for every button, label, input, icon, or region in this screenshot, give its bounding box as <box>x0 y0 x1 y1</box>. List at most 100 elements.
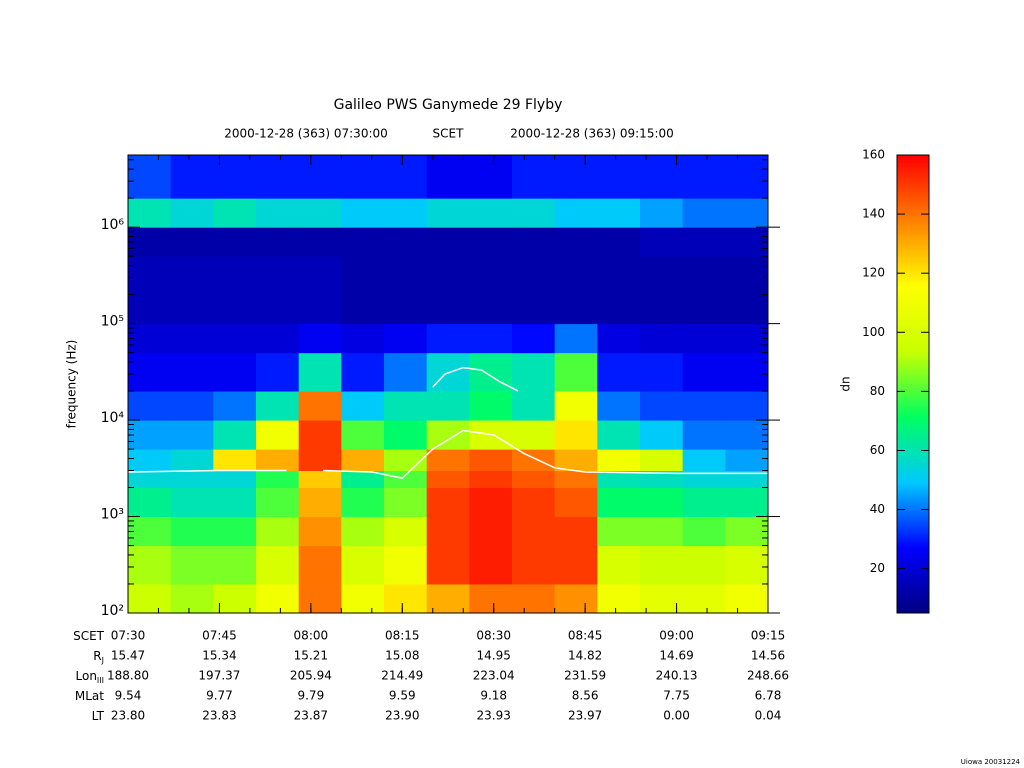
spectrogram-cell <box>469 227 513 257</box>
colorbar-swatch <box>897 155 929 158</box>
colorbar-swatch <box>897 228 929 231</box>
colorbar-swatch <box>897 292 929 296</box>
spectrogram-cell <box>512 155 556 199</box>
spectrogram-cell <box>512 449 556 472</box>
label-text: R <box>93 649 101 663</box>
colorbar-swatch <box>897 525 929 529</box>
colorbar-swatch <box>897 237 929 241</box>
colorbar-swatch <box>897 283 929 286</box>
spectrogram-cell <box>682 155 726 199</box>
spectrogram-cell <box>554 155 598 199</box>
spectrogram-cell <box>554 391 598 421</box>
colorbar-swatch <box>897 564 929 568</box>
spectrogram-cell <box>469 470 513 489</box>
spectrogram-cell <box>341 487 385 518</box>
ephemeris-value: 9.18 <box>480 689 507 703</box>
colorbar-swatch <box>897 393 929 396</box>
colorbar-swatch <box>897 193 929 197</box>
spectrogram-cell <box>341 391 385 421</box>
spectrogram-cell <box>213 155 257 199</box>
ephemeris-value: 214.49 <box>381 669 423 683</box>
spectrogram-cell <box>725 449 769 472</box>
spectrogram-cell <box>213 449 257 472</box>
colorbar-swatch <box>897 372 929 376</box>
spectrogram-cell <box>597 449 641 472</box>
spectrogram-cell <box>256 352 300 392</box>
colorbar-swatch <box>897 287 929 291</box>
spectrogram-cell <box>256 470 300 489</box>
spectrogram-cell <box>640 352 684 392</box>
colorbar-swatch <box>897 496 929 499</box>
spectrogram-cell <box>554 583 598 614</box>
colorbar-swatch <box>897 251 929 254</box>
spectrogram-cell <box>298 391 342 421</box>
colorbar-swatch <box>897 548 929 552</box>
spectrogram-cell <box>341 155 385 199</box>
ephemeris-value: 205.94 <box>290 669 332 683</box>
colorbar-swatch <box>897 592 929 596</box>
spectrogram-cell <box>426 198 470 228</box>
spectrogram-cell <box>170 352 214 392</box>
colorbar-swatch <box>897 308 929 312</box>
colorbar-swatch <box>897 310 929 314</box>
colorbar-swatch <box>897 610 929 614</box>
label-text: Lon <box>76 669 97 683</box>
spectrogram-cell <box>298 583 342 614</box>
spectrogram-cell <box>384 256 428 325</box>
ephemeris-value: 188.80 <box>107 669 149 683</box>
ephemeris-value: 9.79 <box>297 689 324 703</box>
spectrogram-cell <box>298 470 342 489</box>
colorbar-swatch <box>897 443 929 447</box>
colorbar-swatch <box>897 214 929 218</box>
spectrogram-cell <box>213 352 257 392</box>
spectrogram-cell <box>640 516 684 547</box>
colorbar-swatch <box>897 219 929 222</box>
ephemeris-value: 14.82 <box>568 649 602 663</box>
spectrogram-cell <box>341 516 385 547</box>
y-tick-label: 10³ <box>101 507 124 523</box>
spectrogram-cell <box>298 516 342 547</box>
colorbar-swatch <box>897 416 929 419</box>
colorbar-swatch <box>897 386 929 389</box>
colorbar-swatch <box>897 505 929 509</box>
colorbar-swatch <box>897 367 929 371</box>
spectrogram-cell <box>128 198 172 228</box>
colorbar-swatch <box>897 317 929 321</box>
spectrogram-cell <box>384 391 428 421</box>
colorbar-swatch <box>897 361 929 364</box>
spectrogram-cell <box>128 420 172 450</box>
colorbar-swatch <box>897 516 929 520</box>
colorbar-swatch <box>897 331 929 335</box>
spectrogram-cell <box>554 420 598 450</box>
spectrogram-cell <box>341 323 385 354</box>
colorbar-swatch <box>897 296 929 300</box>
ephemeris-value: 08:15 <box>385 629 420 643</box>
spectrogram-cell <box>554 516 598 547</box>
colorbar-swatch <box>897 159 929 163</box>
colorbar-swatch <box>897 342 929 346</box>
spectrogram-cell <box>597 487 641 518</box>
time-system: SCET <box>433 127 465 141</box>
colorbar-swatch <box>897 390 929 394</box>
colorbar-swatch <box>897 264 929 268</box>
spectrogram-cell <box>384 323 428 354</box>
ephemeris-value: 08:45 <box>568 629 603 643</box>
spectrogram-cell <box>426 256 470 325</box>
ephemeris-row-label: RJ <box>93 649 104 665</box>
ephemeris-value: 15.47 <box>111 649 145 663</box>
colorbar-swatch <box>897 216 929 220</box>
spectrogram-cell <box>256 487 300 518</box>
spectrogram-cell <box>341 420 385 450</box>
ephemeris-value: 08:30 <box>476 629 511 643</box>
spectrogram-cell <box>128 545 172 585</box>
colorbar-swatch <box>897 574 929 577</box>
colorbar-swatch <box>897 530 929 534</box>
colorbar-swatch <box>897 580 929 584</box>
spectrogram-cell <box>170 449 214 472</box>
colorbar-swatch <box>897 189 929 193</box>
colorbar-swatch <box>897 384 929 387</box>
spectrogram-cell <box>384 352 428 392</box>
ephemeris-value: 23.97 <box>568 709 602 723</box>
spectrogram-cell <box>341 545 385 585</box>
